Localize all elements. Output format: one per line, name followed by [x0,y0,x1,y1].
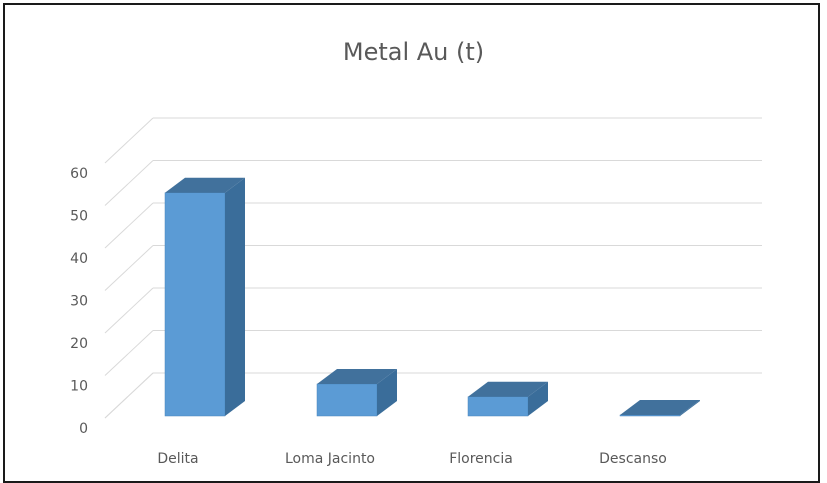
y-tick-label: 30 [70,294,88,310]
x-category-label: Descanso [599,451,667,467]
gridline [104,202,762,249]
y-tick-label: 10 [70,379,88,395]
gridline [104,287,762,334]
gridline [104,372,762,419]
gridline [104,245,762,291]
bar-descanso [619,400,700,417]
y-tick-label: 40 [70,251,88,267]
y-tick-label: 50 [70,209,88,225]
chart-title: Metal Au (t) [342,38,485,66]
gridline [104,160,762,206]
x-category-label: Florencia [449,451,513,467]
x-category-label: Delita [157,451,198,467]
gridline [104,117,762,164]
bar-delita [164,177,245,417]
gridline [104,330,762,376]
bar-loma-jacinto [316,369,397,417]
x-category-label: Loma Jacinto [285,451,375,467]
y-tick-label: 0 [79,421,88,437]
bar-florencia [467,381,548,417]
y-tick-label: 60 [70,166,88,182]
y-tick-label: 20 [70,336,88,352]
